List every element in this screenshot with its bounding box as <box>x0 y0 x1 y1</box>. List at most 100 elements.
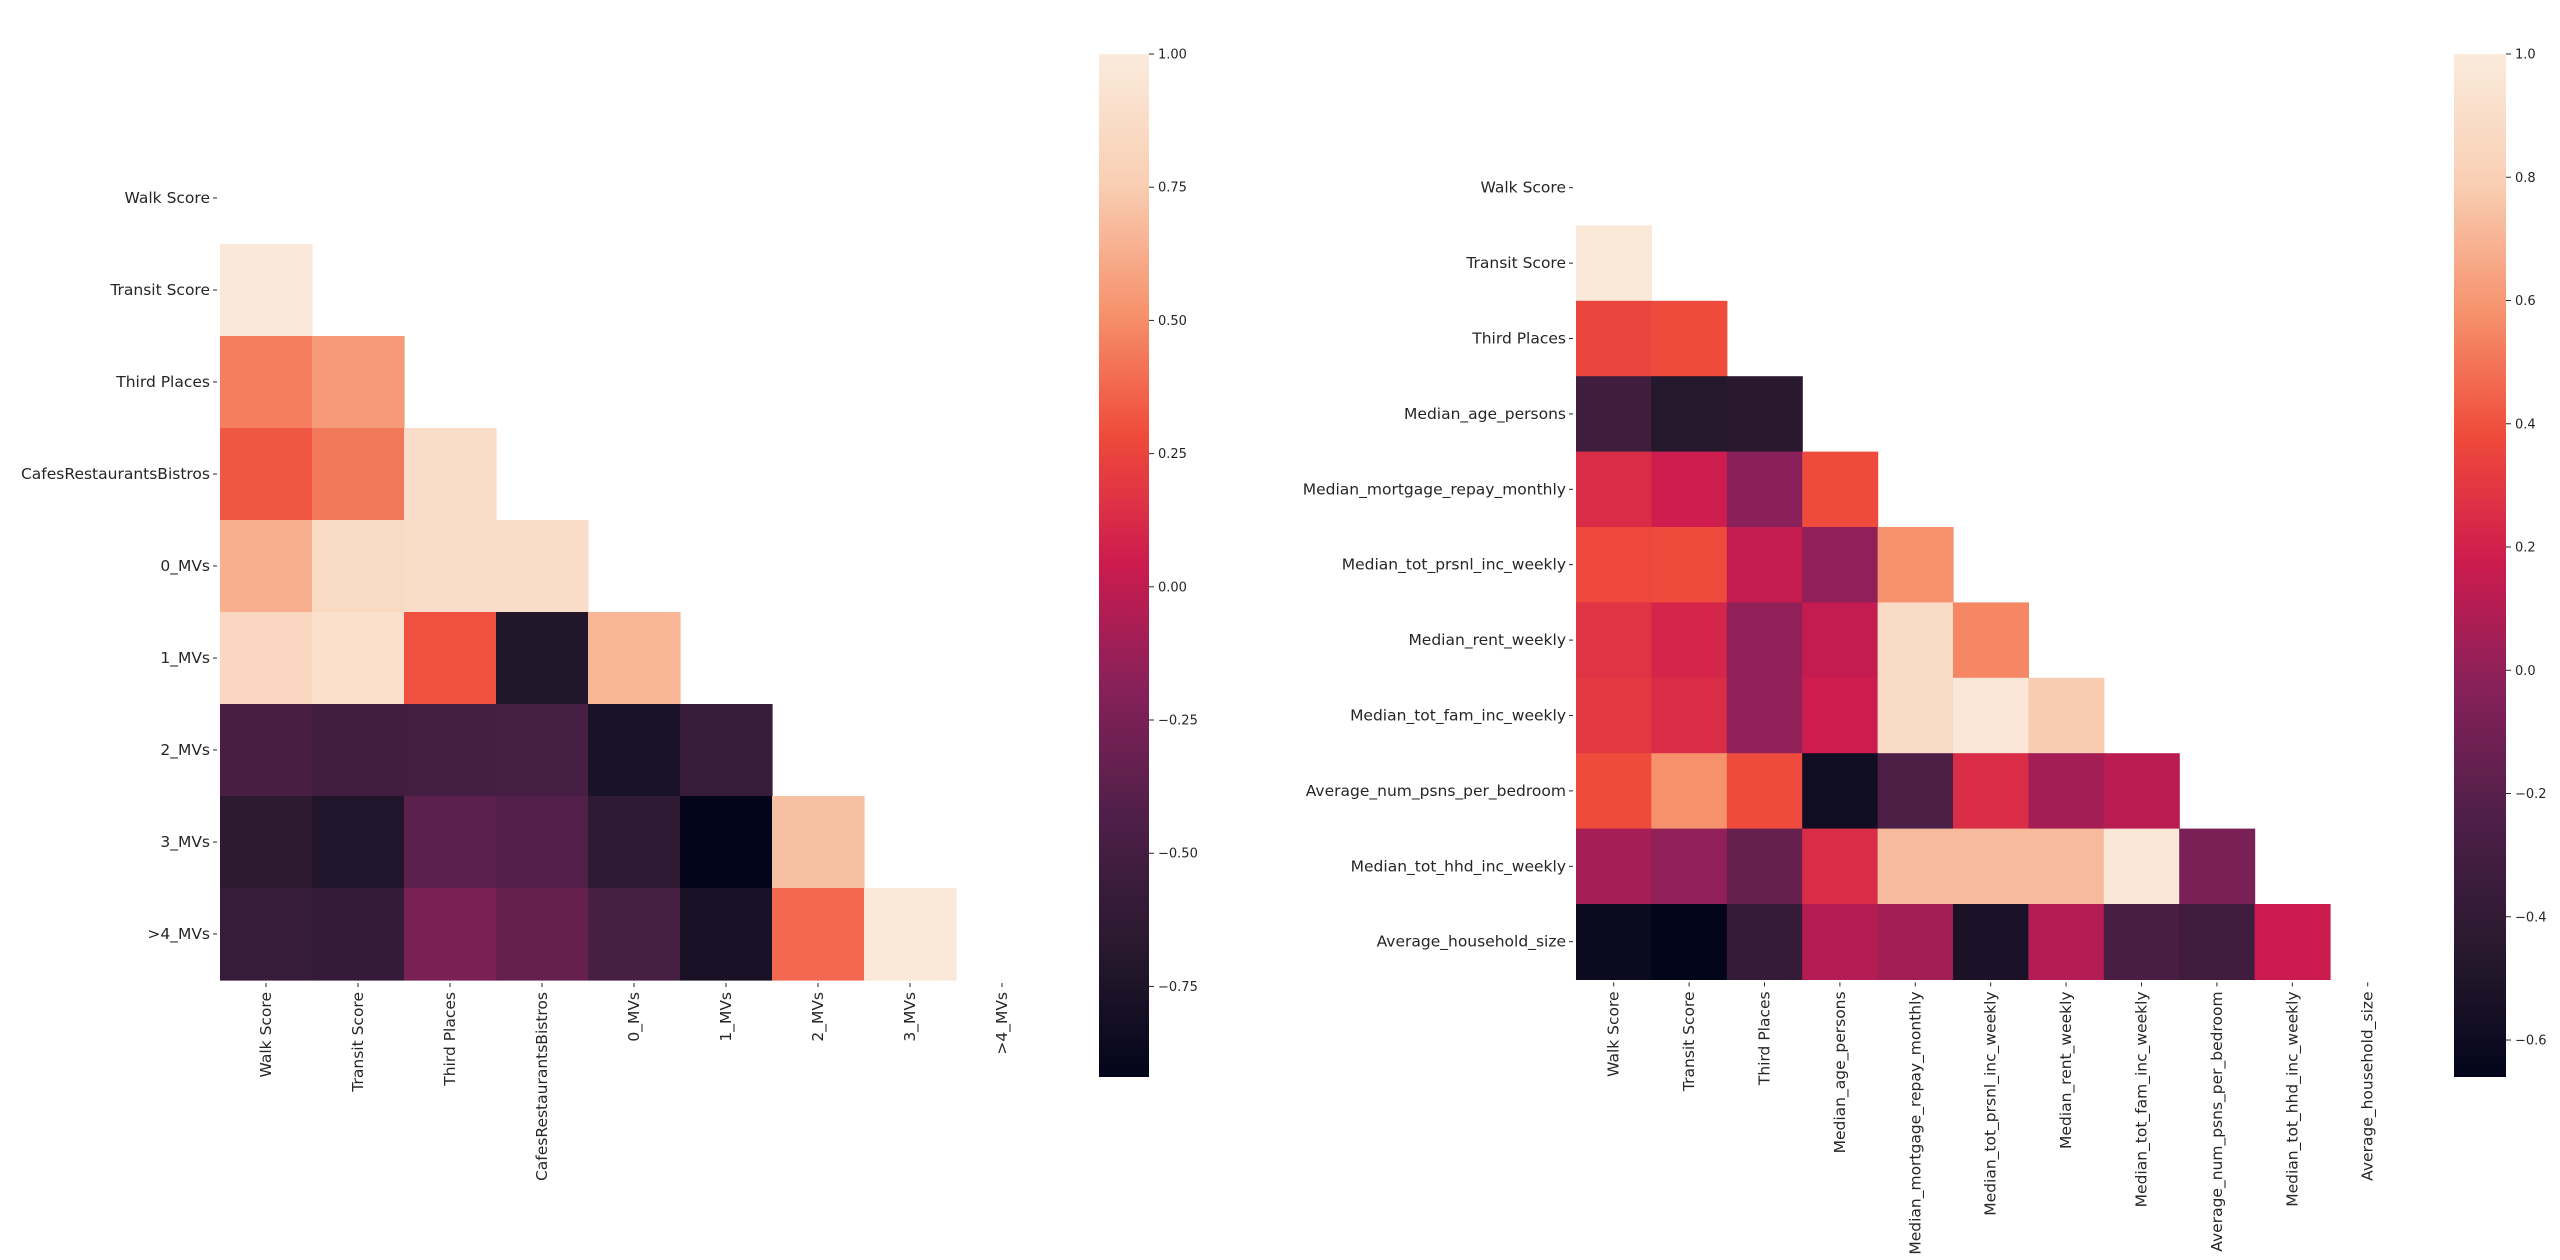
y-tick-label-average-household-size: Average_household_size <box>1377 933 1566 952</box>
heatmap-cell-median-tot-prsnl-inc-weekly-transit-score <box>1651 527 1728 603</box>
heatmap-cell-average-num-psns-per-bedroom-walk-score <box>1576 753 1652 830</box>
y-tick-label-average-num-psns-per-bedroom: Average_num_psns_per_bedroom <box>1306 782 1566 801</box>
heatmap-cell-4-mvs-transit-score <box>312 888 405 981</box>
x-tick-label-transit-score: Transit Score <box>1680 991 1698 1092</box>
heatmap-cell-third-places-transit-score <box>1651 300 1728 377</box>
heatmap-cell-3-mvs-transit-score <box>312 796 405 889</box>
heatmap-cell-median-tot-fam-inc-weekly-median-mortgage-repay-monthly <box>1877 677 1954 754</box>
heatmap-cell-average-household-size-median-tot-hhd-inc-weekly <box>2254 904 2331 980</box>
x-tick-label-median-rent-weekly: Median_rent_weekly <box>2057 991 2076 1149</box>
heatmap-cell-median-tot-fam-inc-weekly-median-age-persons <box>1802 677 1879 754</box>
heatmap-cell-0-mvs-third-places <box>404 520 497 613</box>
x-tick-label-walk-score: Walk Score <box>1605 991 1623 1076</box>
x-tick-label-1-mvs: 1_MVs <box>717 992 736 1042</box>
heatmap-cell-median-tot-prsnl-inc-weekly-walk-score <box>1576 527 1652 603</box>
heatmap-cell-cafesrestaurantsbistros-transit-score <box>312 428 405 521</box>
heatmap-cell-median-rent-weekly-third-places <box>1726 602 1803 679</box>
heatmap-cell-0-mvs-transit-score <box>312 520 405 613</box>
y-tick-label-median-age-persons: Median_age_persons <box>1404 405 1566 424</box>
x-tick-label-cafesrestaurantsbistros: CafesRestaurantsBistros <box>533 992 551 1181</box>
colorbar-gradient <box>2454 54 2506 1077</box>
colorbar-tick-label: 0.25 <box>1158 447 1187 462</box>
heatmap-cell-3-mvs-1-mvs <box>680 796 773 889</box>
x-tick-label-4-mvs: >4_MVs <box>993 992 1012 1055</box>
heatmap-cell-4-mvs-walk-score <box>220 888 313 981</box>
y-tick-label-cafesrestaurantsbistros: CafesRestaurantsBistros <box>21 465 210 483</box>
heatmap-cell-median-tot-hhd-inc-weekly-median-rent-weekly <box>2028 828 2105 905</box>
heatmap-cell-average-num-psns-per-bedroom-transit-score <box>1651 753 1728 830</box>
heatmap-cell-2-mvs-0-mvs <box>588 704 681 797</box>
heatmap-cell-4-mvs-2-mvs <box>772 888 865 981</box>
heatmap-cell-4-mvs-0-mvs <box>588 888 681 981</box>
heatmap-cell-average-num-psns-per-bedroom-median-mortgage-repay-monthly <box>1877 753 1954 830</box>
heatmap-cell-median-tot-hhd-inc-weekly-transit-score <box>1651 828 1728 905</box>
heatmap-cell-average-household-size-average-num-psns-per-bedroom <box>2179 904 2256 980</box>
heatmap-right: Walk Score Transit Score Third Places Media… <box>1303 179 2378 1255</box>
heatmap-cell-2-mvs-1-mvs <box>680 704 773 797</box>
colorbar-left: 1.00 0.75 0.50 0.25 0.00 −0.25 −0.50 −0.75 <box>1099 48 1198 1077</box>
heatmap-cell-average-household-size-median-age-persons <box>1802 904 1879 980</box>
x-tick-label-median-age-persons: Median_age_persons <box>1831 991 1850 1153</box>
y-tick-label-walk-score: Walk Score <box>125 189 210 207</box>
heatmap-cell-average-household-size-median-tot-fam-inc-weekly <box>2103 904 2180 980</box>
heatmap-cell-1-mvs-third-places <box>404 612 497 705</box>
heatmap-cell-1-mvs-cafesrestaurantsbistros <box>496 612 589 705</box>
y-tick-label-median-tot-fam-inc-weekly: Median_tot_fam_inc_weekly <box>1350 707 1566 726</box>
heatmap-cell-average-household-size-median-mortgage-repay-monthly <box>1877 904 1954 980</box>
x-tick-label-2-mvs: 2_MVs <box>809 992 828 1042</box>
heatmap-cell-median-age-persons-third-places <box>1726 376 1803 453</box>
heatmap-cell-median-mortgage-repay-monthly-transit-score <box>1651 451 1728 528</box>
heatmap-cell-average-num-psns-per-bedroom-median-tot-prsnl-inc-weekly <box>1953 753 2029 830</box>
heatmap-cell-median-tot-prsnl-inc-weekly-median-mortgage-repay-monthly <box>1877 527 1954 603</box>
heatmap-cell-median-mortgage-repay-monthly-walk-score <box>1576 451 1652 528</box>
x-tick-label-third-places: Third Places <box>441 992 459 1087</box>
heatmap-cell-4-mvs-3-mvs <box>864 888 957 981</box>
heatmap-cell-1-mvs-walk-score <box>220 612 313 705</box>
y-tick-label-0-mvs: 0_MVs <box>160 557 210 576</box>
heatmap-cell-median-age-persons-transit-score <box>1651 376 1728 453</box>
x-tick-label-walk-score: Walk Score <box>257 992 275 1077</box>
heatmap-cell-median-tot-hhd-inc-weekly-median-tot-prsnl-inc-weekly <box>1953 828 2029 905</box>
colorbar-right: 1.0 0.8 0.6 0.4 0.2 0.0 −0.2 −0.4 −0.6 <box>2454 48 2547 1077</box>
x-tick-label-third-places: Third Places <box>1756 991 1774 1086</box>
x-tick-label-median-tot-prsnl-inc-weekly: Median_tot_prsnl_inc_weekly <box>1982 991 2001 1215</box>
heatmap-cell-average-num-psns-per-bedroom-median-rent-weekly <box>2028 753 2105 830</box>
heatmap-cell-average-household-size-third-places <box>1726 904 1803 980</box>
heatmap-cell-median-mortgage-repay-monthly-third-places <box>1726 451 1803 528</box>
heatmap-cell-1-mvs-0-mvs <box>588 612 681 705</box>
heatmap-cell-0-mvs-walk-score <box>220 520 313 613</box>
colorbar-tick-label: 0.6 <box>2515 294 2536 309</box>
y-tick-label-median-mortgage-repay-monthly: Median_mortgage_repay_monthly <box>1303 480 1566 499</box>
heatmap-cell-median-tot-fam-inc-weekly-transit-score <box>1651 677 1728 754</box>
x-tick-label-average-num-psns-per-bedroom: Average_num_psns_per_bedroom <box>2208 991 2227 1251</box>
heatmap-cell-3-mvs-third-places <box>404 796 497 889</box>
heatmap-cell-4-mvs-third-places <box>404 888 497 981</box>
heatmap-cell-1-mvs-transit-score <box>312 612 405 705</box>
y-tick-label-median-tot-hhd-inc-weekly: Median_tot_hhd_inc_weekly <box>1351 857 1566 876</box>
y-tick-label-third-places: Third Places <box>1471 330 1566 348</box>
x-tick-label-median-tot-hhd-inc-weekly: Median_tot_hhd_inc_weekly <box>2283 991 2302 1206</box>
heatmap-cell-median-rent-weekly-median-age-persons <box>1802 602 1879 679</box>
heatmap-cell-transit-score-walk-score <box>220 244 313 337</box>
heatmap-cell-third-places-walk-score <box>1576 300 1652 377</box>
y-tick-label-transit-score: Transit Score <box>109 281 210 299</box>
heatmap-cell-median-age-persons-walk-score <box>1576 376 1652 453</box>
heatmap-cell-average-household-size-transit-score <box>1651 904 1728 980</box>
heatmap-cell-2-mvs-walk-score <box>220 704 313 797</box>
heatmap-cell-median-tot-prsnl-inc-weekly-third-places <box>1726 527 1803 603</box>
y-tick-label-third-places: Third Places <box>115 373 210 391</box>
heatmap-left: Walk Score Transit Score Third Places Cafes… <box>21 189 1012 1181</box>
heatmap-cell-median-tot-hhd-inc-weekly-median-age-persons <box>1802 828 1879 905</box>
colorbar-tick-label: 1.0 <box>2515 48 2536 63</box>
heatmap-cell-third-places-walk-score <box>220 336 313 429</box>
heatmap-cell-average-num-psns-per-bedroom-median-tot-fam-inc-weekly <box>2103 753 2180 830</box>
heatmap-cell-average-household-size-median-tot-prsnl-inc-weekly <box>1953 904 2029 980</box>
colorbar-tick-label: −0.75 <box>1158 980 1198 995</box>
y-tick-label-2-mvs: 2_MVs <box>160 741 210 760</box>
heatmap-cell-average-num-psns-per-bedroom-third-places <box>1726 753 1803 830</box>
heatmap-cell-median-mortgage-repay-monthly-median-age-persons <box>1802 451 1879 528</box>
heatmap-cell-median-tot-hhd-inc-weekly-walk-score <box>1576 828 1652 905</box>
heatmap-cell-median-tot-fam-inc-weekly-median-rent-weekly <box>2028 677 2105 754</box>
heatmap-cell-median-tot-fam-inc-weekly-walk-score <box>1576 677 1652 754</box>
